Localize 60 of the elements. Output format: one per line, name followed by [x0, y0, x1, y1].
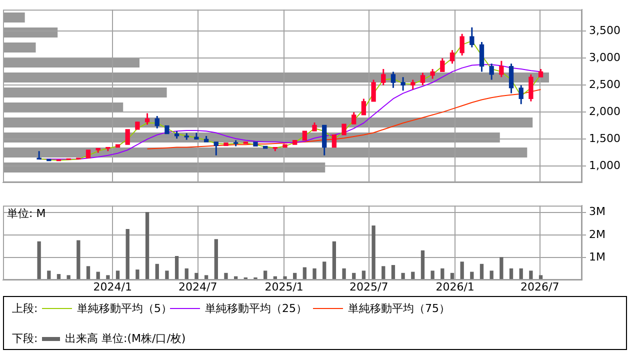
bar — [382, 266, 386, 280]
legend-label: 単純移動平均（5） — [77, 301, 172, 316]
y-tick-label: 3M — [589, 205, 606, 218]
legend-label: 出来高 単位:(M株/口/枚) — [65, 331, 186, 346]
x-tick-label: 2025/1 — [264, 280, 304, 294]
candlestick — [263, 146, 268, 149]
y-tick-label: 1,000 — [589, 159, 620, 172]
bar — [214, 239, 218, 280]
bar — [194, 272, 198, 280]
bar — [430, 270, 434, 280]
bar — [500, 257, 504, 280]
x-tick-label: 2024/1 — [93, 280, 132, 294]
y-tick-label: 1M — [589, 250, 606, 264]
legend-title: 下段: — [12, 331, 38, 346]
candlestick — [125, 129, 130, 145]
bar — [322, 262, 326, 280]
bar — [126, 228, 130, 280]
bar — [401, 272, 405, 280]
annotation: 単位: M — [7, 206, 46, 220]
legend-label: 単純移動平均（75） — [348, 301, 450, 316]
bar — [37, 241, 41, 280]
bar — [106, 275, 110, 280]
bar — [420, 250, 425, 280]
legend-title: 上段: — [12, 301, 38, 316]
bar — [136, 270, 140, 280]
x-tick-label: 2026/7 — [520, 280, 560, 294]
candlestick — [164, 125, 170, 134]
bar — [174, 256, 179, 280]
candlestick — [332, 134, 337, 148]
x-tick-label: 2026/1 — [436, 280, 474, 294]
y-tick-label: 3,500 — [589, 24, 620, 38]
y-tick-label: 1,500 — [589, 132, 620, 146]
candlestick — [135, 122, 140, 130]
bar — [529, 270, 533, 280]
x-tick-label: 2024/7 — [178, 280, 218, 294]
candlestick — [115, 144, 120, 148]
y-tick-label: 2,000 — [589, 105, 620, 118]
bar — [224, 272, 228, 280]
legend-label: 単純移動平均（25） — [205, 301, 307, 316]
bar — [332, 241, 336, 280]
bar — [342, 268, 346, 280]
y-tick-label: 2M — [589, 228, 606, 241]
bar — [372, 226, 376, 280]
candlestick — [253, 142, 258, 147]
candlestick — [292, 140, 298, 145]
bar — [76, 240, 80, 280]
x-tick-label: 2025/7 — [350, 280, 388, 294]
candlestick — [46, 158, 52, 162]
candlestick — [86, 150, 91, 158]
candlestick — [282, 144, 288, 148]
y-tick-label: 3,000 — [589, 51, 620, 64]
candlestick — [224, 142, 228, 146]
candlestick — [342, 124, 346, 136]
y-tick-label: 2,500 — [589, 78, 620, 92]
bar — [145, 212, 150, 280]
bar — [165, 270, 169, 280]
candlestick — [302, 130, 308, 141]
bar — [86, 266, 90, 280]
bar — [460, 262, 464, 280]
bar — [312, 268, 316, 280]
